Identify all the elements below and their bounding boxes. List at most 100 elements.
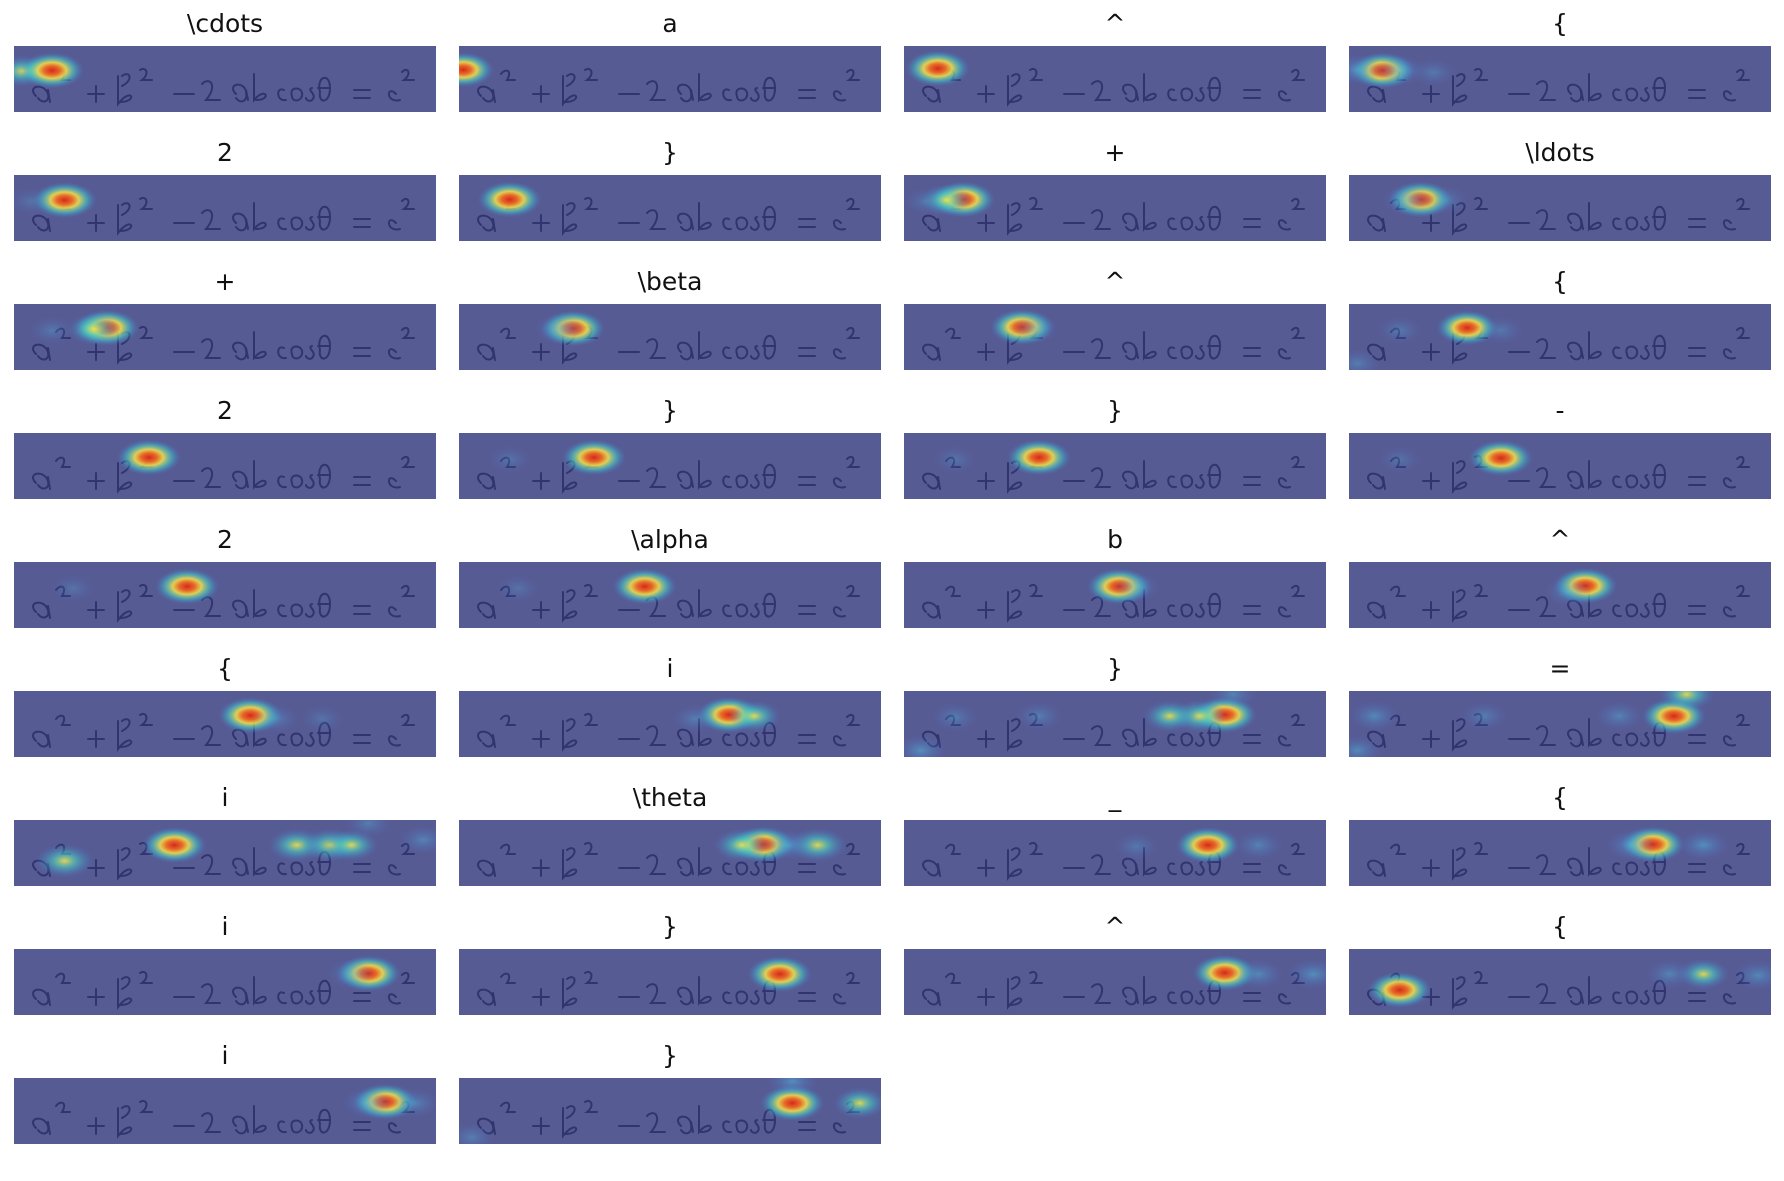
panel-token-label: i (221, 783, 229, 812)
attention-peak (1646, 959, 1694, 989)
handwritten-equation (32, 68, 415, 107)
attention-panel: } (459, 912, 881, 1023)
attention-panel: { (1349, 267, 1771, 378)
attention-heatmap (1349, 433, 1771, 499)
panel-token-label: } (1107, 654, 1123, 683)
attention-heatmap (904, 433, 1326, 499)
attention-peak (32, 182, 97, 219)
handwritten-equation (477, 68, 860, 107)
attention-peak (747, 956, 812, 993)
attention-heatmap (1349, 175, 1771, 241)
panel-token-label: i (221, 912, 229, 941)
attention-peak (328, 959, 376, 989)
attention-heatmap (14, 304, 436, 370)
attention-peak (713, 828, 770, 862)
handwritten-equation (32, 971, 415, 1010)
attention-panel: - (1349, 396, 1771, 507)
attention-panel: } (904, 654, 1326, 765)
panel-token-label: \ldots (1525, 138, 1595, 167)
attention-peak (931, 703, 978, 732)
attention-peak (760, 1085, 825, 1122)
handwritten-equation (1367, 326, 1750, 365)
attention-panel: = (1349, 654, 1771, 765)
attention-heatmap (1349, 562, 1771, 628)
attention-peak (19, 52, 84, 89)
attention-peak (14, 187, 53, 215)
attention-peak (345, 820, 392, 838)
attention-peak (1374, 55, 1425, 86)
attention-peak (1349, 54, 1383, 85)
attention-peak (767, 1078, 818, 1097)
attention-panel: a (459, 9, 881, 120)
attention-peak (117, 439, 182, 476)
attention-heatmap (459, 1078, 881, 1144)
attention-heatmap (459, 691, 881, 757)
attention-peak (1143, 700, 1197, 732)
panel-token-label: + (1104, 138, 1126, 167)
attention-heatmap (1349, 691, 1771, 757)
attention-peak (1478, 316, 1524, 345)
attention-peak (1423, 186, 1469, 214)
panel-token-label: ^ (1549, 525, 1571, 554)
attention-panel: \beta (459, 267, 881, 378)
attention-peak (1468, 440, 1533, 477)
panel-token-label: b (1107, 525, 1123, 554)
handwritten-equation (477, 713, 860, 752)
attention-peak (1411, 58, 1456, 87)
handwritten-equation (922, 971, 1305, 1010)
attention-heatmap (14, 433, 436, 499)
attention-peak (763, 830, 814, 861)
attention-panel: { (1349, 9, 1771, 120)
attention-peak (612, 568, 677, 605)
panel-token-label: } (662, 138, 678, 167)
panel-token-label: 2 (217, 525, 233, 554)
handwritten-equation (1367, 68, 1750, 107)
handwritten-equation (477, 326, 860, 365)
handwritten-equation (477, 842, 860, 881)
panel-token-label: \theta (632, 783, 708, 812)
panel-token-label: } (662, 396, 678, 425)
attention-heatmap (14, 562, 436, 628)
attention-peak (1377, 316, 1422, 345)
attention-peak (1209, 691, 1257, 709)
attention-peak (833, 1087, 881, 1119)
attention-heatmap (904, 304, 1326, 370)
attention-peak (391, 1088, 436, 1118)
handwritten-equation (922, 842, 1305, 881)
panel-token-label: { (1552, 9, 1568, 38)
attention-panel: \theta (459, 783, 881, 894)
attention-panel: 2 (14, 396, 436, 507)
attention-panel: 2 (14, 138, 436, 249)
attention-panel: b (904, 525, 1326, 636)
attention-peak (933, 445, 977, 473)
attention-peak (399, 825, 436, 855)
attention-peak (1350, 701, 1399, 731)
attention-peak (904, 735, 946, 757)
attention-panel: } (459, 138, 881, 249)
attention-panel: ^ (904, 9, 1326, 120)
attention-panel: ^ (904, 267, 1326, 378)
attention-panel: \alpha (459, 525, 881, 636)
panel-token-label: { (1552, 267, 1568, 296)
attention-panel: _ (904, 783, 1326, 894)
attention-peak (1367, 971, 1432, 1008)
panel-token-label: \cdots (186, 9, 264, 38)
attention-panel: + (14, 267, 436, 378)
attention-heatmap (14, 175, 436, 241)
handwritten-equation (922, 68, 1305, 107)
attention-peak (343, 1088, 394, 1119)
handwritten-equation (1367, 584, 1750, 623)
attention-panel: } (904, 396, 1326, 507)
attention-heatmap (904, 691, 1326, 757)
attention-heatmap (904, 46, 1326, 112)
attention-panel: } (459, 396, 881, 507)
attention-panel: \cdots (14, 9, 436, 120)
attention-panel: i (14, 1041, 436, 1152)
attention-peak (1383, 185, 1434, 216)
attention-peak (1734, 960, 1771, 991)
attention-panel: i (459, 654, 881, 765)
panel-token-label: i (221, 1041, 229, 1070)
panel-token-label: + (214, 267, 236, 296)
handwritten-equation (32, 713, 415, 752)
